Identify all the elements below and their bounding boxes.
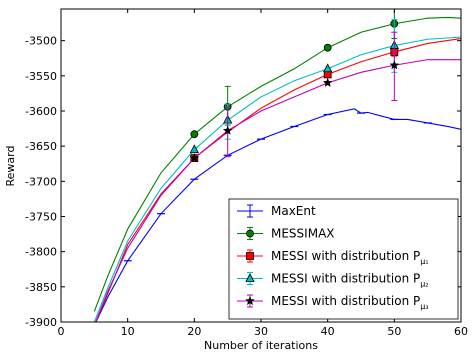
legend-entry: MaxEnt [237, 204, 316, 218]
legend-marker [245, 295, 255, 306]
y-tick-label: -3900 [25, 316, 57, 329]
data-point [322, 77, 333, 88]
legend-marker [245, 273, 255, 282]
y-tick-label: -3600 [25, 105, 57, 118]
y-tick-label: -3850 [25, 281, 57, 294]
legend-label-subscript: μ₃ [420, 302, 428, 311]
y-tick-label: -3700 [25, 175, 57, 188]
legend: MaxEnt MESSIMAX MESSI with distribution Pμ… [228, 198, 459, 320]
legend-label: MESSI with distribution Pμ₁ [271, 249, 429, 266]
legend-entry: MESSI with distribution Pμ₂ [237, 272, 429, 289]
legend-box [228, 198, 459, 320]
data-point [322, 63, 333, 73]
data-point [189, 152, 200, 163]
series-star [95, 31, 461, 322]
legend-entry: MESSI with distribution Pμ₁ [237, 249, 429, 266]
y-tick-label: -3500 [25, 35, 57, 48]
x-tick-label: 60 [454, 325, 468, 338]
legend-label: MESSI with distribution Pμ₂ [271, 272, 429, 289]
x-tick-label: 40 [321, 325, 335, 338]
legend-label-subscript: μ₁ [420, 257, 428, 266]
series-tick [95, 108, 461, 322]
data-point [323, 43, 332, 52]
legend-marker [246, 229, 254, 238]
y-tick-label: -3550 [25, 70, 57, 83]
x-axis-label: Number of iterations [204, 339, 318, 352]
data-point [189, 144, 199, 154]
y-tick-label: -3650 [25, 140, 57, 153]
x-tick-label: 20 [187, 325, 201, 338]
y-axis-label: Reward [4, 146, 17, 187]
x-tick-label: 30 [254, 325, 268, 338]
data-point [389, 60, 400, 70]
data-point [190, 130, 199, 139]
plot-frame [60, 8, 462, 323]
legend-label: MESSI with distribution Pμ₃ [271, 294, 429, 311]
legend-label: MaxEnt [271, 204, 316, 218]
y-tick-label: -3800 [25, 246, 57, 259]
legend-marker [246, 252, 254, 260]
legend-entry: MESSIMAX [237, 227, 335, 241]
series-line [93, 16, 461, 312]
x-tick-label: 10 [121, 325, 135, 338]
legend-entry: MESSI with distribution Pμ₃ [237, 294, 429, 311]
legend-label-subscript: μ₂ [420, 280, 428, 289]
y-tick-label: -3750 [25, 210, 57, 223]
series-line [95, 108, 461, 322]
x-tick-label: 50 [387, 325, 401, 338]
x-tick-label: 0 [58, 325, 65, 338]
data-point [222, 125, 233, 135]
legend-label: MESSIMAX [271, 227, 335, 241]
